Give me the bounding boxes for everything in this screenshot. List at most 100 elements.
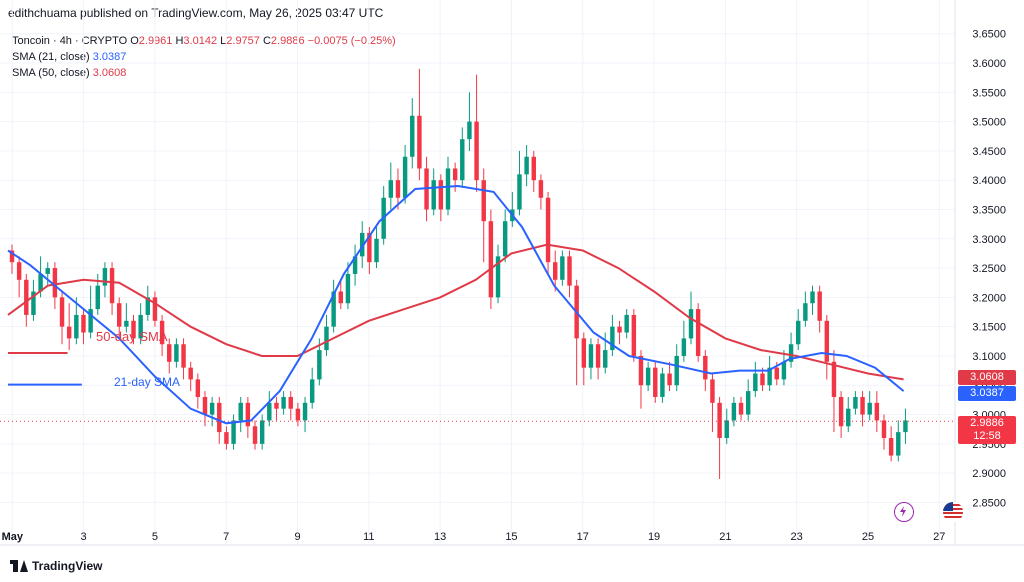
x-tick-label: 5: [152, 531, 158, 543]
x-tick-label: 25: [862, 531, 874, 543]
candle-up: [645, 367, 651, 386]
y-tick-label: 3.3500: [972, 204, 1006, 216]
candle-up: [688, 309, 694, 339]
y-tick-label: 3.3000: [972, 234, 1006, 246]
candle-down: [538, 180, 544, 198]
candle-down: [531, 156, 536, 181]
candle-down: [552, 262, 558, 280]
candle-up: [231, 420, 236, 444]
candle-down: [195, 379, 201, 397]
lightning-glyph: [900, 506, 906, 517]
candle-down: [295, 408, 301, 421]
candle-down: [817, 291, 822, 321]
ohlc-o: O2.9961: [130, 35, 173, 47]
x-tick-label: 11: [363, 531, 374, 543]
candle-up: [610, 326, 615, 351]
candle-down: [417, 115, 422, 169]
candle-up: [324, 326, 329, 351]
candle-up: [903, 420, 908, 433]
sma21-line: [7, 184, 905, 425]
candle-down: [438, 180, 444, 210]
candle-down: [581, 338, 587, 368]
y-tick-label: 3.4500: [972, 146, 1006, 158]
candle-up: [331, 291, 336, 327]
sma50-label: SMA (50, close): [12, 67, 90, 79]
sma21-value: 3.0387: [92, 51, 127, 63]
flag-icon[interactable]: [943, 502, 963, 522]
sma50-price-tag: 3.0608: [958, 370, 1016, 385]
candle-up: [867, 402, 872, 415]
candle-down: [638, 355, 644, 386]
candle-up: [517, 174, 522, 210]
sma50-line: [7, 243, 904, 381]
brand-label: TradingView: [32, 559, 103, 573]
candle-down: [52, 268, 58, 298]
candle-down: [888, 437, 894, 456]
ohlc-l: L2.9757: [217, 35, 260, 47]
candle-up: [374, 238, 379, 263]
candle-up: [896, 432, 901, 456]
candle-down: [488, 221, 494, 298]
publish-header: edithchuama published on TradingView.com…: [8, 6, 384, 20]
candle-down: [474, 121, 479, 181]
candle-down: [167, 344, 172, 362]
candle-up: [45, 268, 50, 274]
candle-down: [617, 326, 622, 333]
candle-up: [502, 221, 508, 257]
candle-up: [38, 273, 43, 292]
candle-up: [88, 309, 93, 333]
y-tick-label: 3.6000: [972, 58, 1006, 70]
candle-up: [524, 156, 529, 175]
candle-down: [9, 250, 15, 263]
candle-up: [788, 344, 794, 362]
candle-up: [846, 408, 851, 427]
x-tick-label: 17: [577, 531, 589, 543]
candle-up: [660, 373, 665, 397]
candle-down: [152, 297, 158, 321]
candle-up: [560, 256, 565, 280]
tradingview-footer[interactable]: TradingView: [10, 559, 102, 573]
sma50-annotation: 50-day SMA: [96, 329, 168, 344]
candle-down: [710, 379, 715, 403]
lightning-icon[interactable]: [894, 502, 914, 522]
candle-down: [738, 402, 744, 415]
candle-down: [159, 320, 165, 345]
candle-up: [460, 139, 465, 181]
candle-up: [781, 361, 787, 380]
candle-up: [495, 256, 501, 298]
candle-up: [345, 273, 351, 304]
candle-down: [452, 168, 458, 181]
x-tick-label: 15: [505, 531, 517, 543]
legend-ohlc-row: Toncoin · 4h · CRYPTO O2.9961 H3.0142 L2…: [12, 33, 396, 49]
candle-up: [352, 256, 358, 274]
candle-up: [674, 355, 679, 386]
candle-up: [388, 180, 394, 198]
candle-down: [245, 402, 251, 427]
y-tick-label: 2.9000: [972, 468, 1006, 480]
candle-up: [796, 320, 801, 345]
candle-up: [603, 350, 608, 368]
ohlc-values: O2.9961 H3.0142 L2.9757 C2.9886: [130, 35, 304, 47]
candle-down: [252, 426, 258, 444]
candle-down: [545, 197, 551, 263]
candle-down: [16, 262, 22, 280]
x-tick-label: May: [2, 531, 24, 543]
candle-up: [281, 396, 286, 409]
x-tick-label: 7: [223, 531, 229, 543]
candle-down: [695, 309, 701, 356]
candle-up: [102, 268, 108, 286]
candle-down: [717, 402, 722, 438]
candle-down: [874, 402, 880, 421]
x-tick-label: 19: [648, 531, 660, 543]
sma50-value: 3.0608: [92, 67, 127, 79]
y-tick-label: 3.4000: [972, 175, 1006, 187]
candle-up: [209, 402, 215, 415]
y-tick-label: 3.5500: [972, 87, 1006, 99]
candle-down: [481, 180, 486, 222]
x-tick-label: 23: [791, 531, 803, 543]
candle-up: [624, 314, 629, 333]
candle-down: [395, 180, 401, 198]
candle-down: [217, 402, 222, 433]
candle-up: [174, 344, 179, 362]
